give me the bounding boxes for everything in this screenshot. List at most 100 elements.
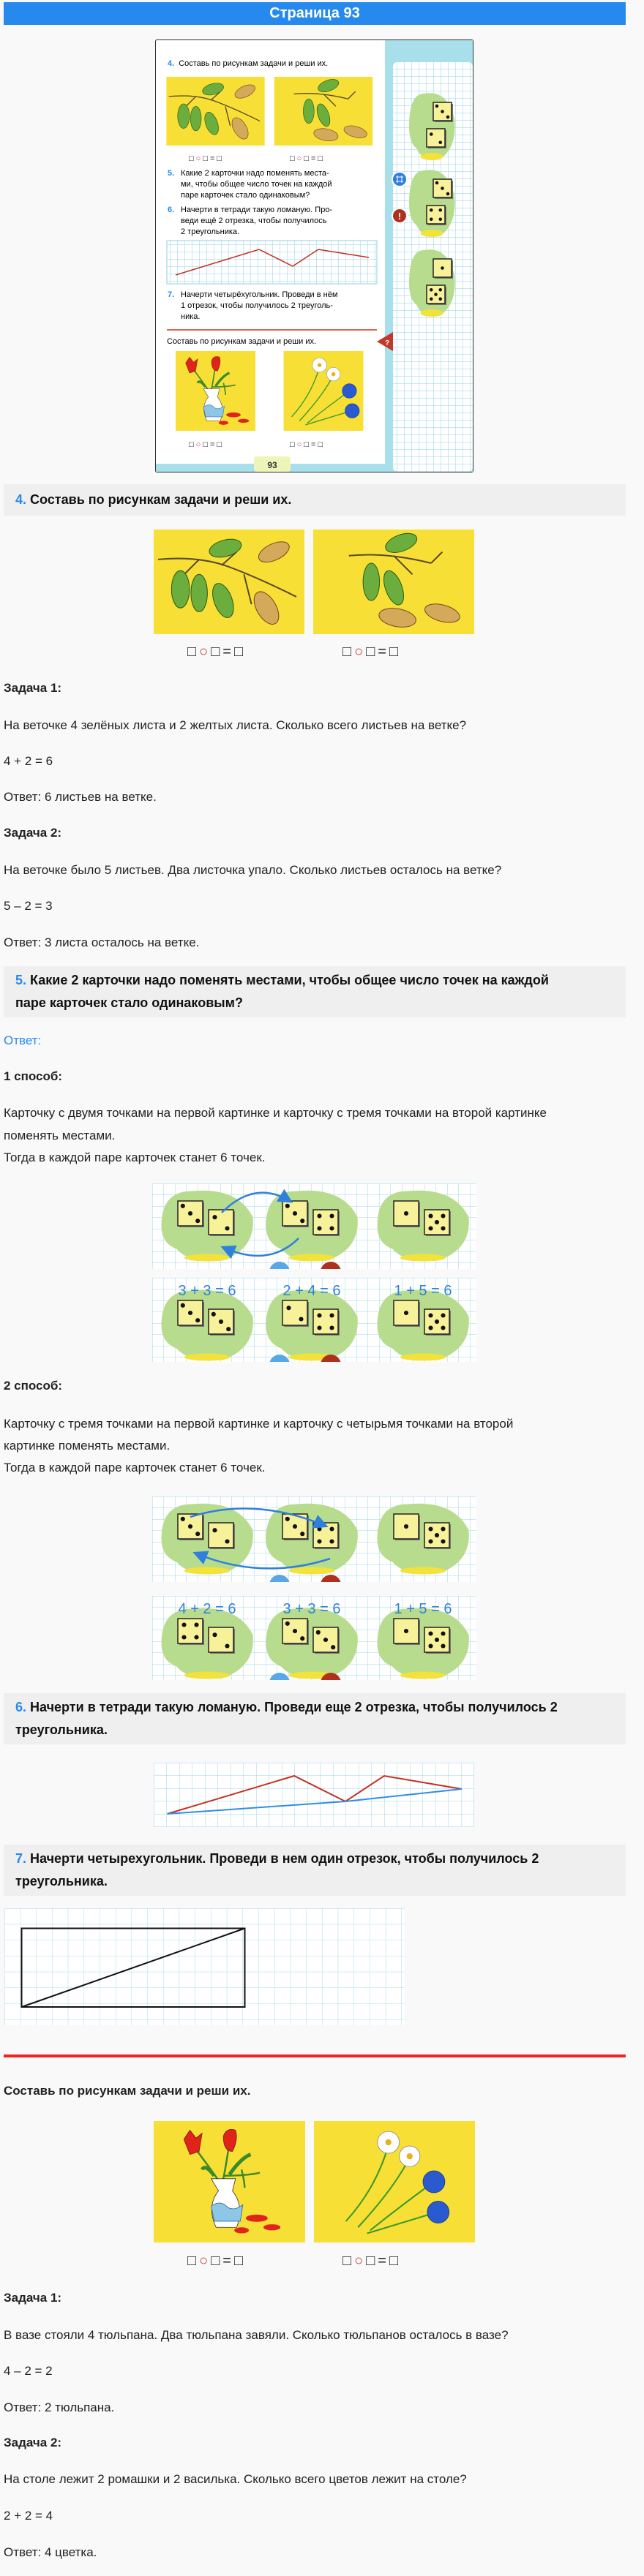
exercise-5-heading: 5. Какие 2 карточки надо поменять местам… bbox=[4, 966, 626, 1017]
dice-pip bbox=[323, 1637, 329, 1643]
dice-pip bbox=[329, 1325, 334, 1330]
section-divider bbox=[4, 2055, 626, 2057]
svg-text:93: 93 bbox=[267, 460, 277, 470]
method-text: Карточку с двумя точками на первой карти… bbox=[4, 1106, 547, 1120]
dice-pip bbox=[187, 1310, 193, 1316]
dice-pip bbox=[225, 1539, 230, 1544]
task-label: Задача 2: bbox=[4, 2436, 62, 2449]
exclamation-icon bbox=[321, 1673, 341, 1680]
svg-text:6.: 6. bbox=[168, 206, 174, 214]
pair-equation: 2 + 4 = 6 bbox=[283, 1283, 341, 1299]
svg-text:□○□=□: □ ○ □ = □ bbox=[189, 440, 222, 449]
textbook-ex4: 4. Составь по рисункам задачи и реши их. bbox=[168, 59, 328, 68]
dice-card-3 bbox=[282, 1513, 309, 1540]
task-label: Задача 2: bbox=[4, 826, 62, 840]
dice-pip bbox=[195, 1318, 201, 1323]
task-text: В вазе стояли 4 тюльпана. Два тюльпана з… bbox=[4, 2328, 509, 2342]
textbook-ex7: 7. Начерти четырёхугольник. Проведи в нё… bbox=[168, 290, 337, 321]
question-marker-icon: ? bbox=[377, 332, 393, 351]
dice-card-3 bbox=[282, 1618, 309, 1645]
grid-hint-icon bbox=[269, 1673, 290, 1680]
dice-pip bbox=[329, 1526, 334, 1532]
formula-template-4: □○□=□ bbox=[342, 2253, 402, 2269]
dice-pip bbox=[441, 1631, 446, 1636]
dice-swap-after-1: 3 + 3 = 6 2 + 4 = 6 1 + 5 = 6 bbox=[152, 1278, 476, 1362]
pair-equation: 1 + 5 = 6 bbox=[394, 1601, 452, 1617]
dice-pip bbox=[441, 1226, 446, 1231]
dice-card-1 bbox=[393, 1618, 420, 1645]
dice-card-2 bbox=[426, 128, 446, 148]
dice-card-1 bbox=[433, 258, 453, 279]
task-label: Задача 1: bbox=[4, 2291, 62, 2305]
exclamation-icon: ! bbox=[392, 208, 408, 224]
method-text: Тогда в каждой паре карточек станет 6 то… bbox=[4, 1461, 266, 1475]
dice-pip bbox=[195, 1219, 201, 1224]
dice-pip bbox=[225, 1643, 230, 1649]
exclamation-icon bbox=[321, 1355, 341, 1362]
task-text: На веточке было 5 листьев. Два листочка … bbox=[4, 863, 502, 877]
task-equation: 2 + 2 = 4 bbox=[4, 2509, 53, 2523]
dice-card-5 bbox=[424, 1627, 451, 1654]
dice-card-5 bbox=[424, 1522, 451, 1549]
exclamation-icon bbox=[321, 1575, 341, 1582]
dice-pip bbox=[187, 1210, 193, 1216]
dice-pip bbox=[435, 181, 439, 185]
polyline-drawing bbox=[154, 1763, 474, 1827]
dice-pip bbox=[300, 1636, 305, 1641]
rectangle-shape bbox=[20, 1927, 246, 2008]
svg-text:1 отрезок, чтобы получилось 2: 1 отрезок, чтобы получилось 2 треуголь- bbox=[181, 301, 333, 310]
dice-pip bbox=[428, 1539, 433, 1544]
method-label: 1 способ: bbox=[4, 1069, 63, 1083]
dice-pip bbox=[286, 1306, 291, 1311]
dice-pip bbox=[317, 1325, 322, 1330]
dice-pip bbox=[299, 1317, 304, 1322]
dice-pip bbox=[317, 1213, 322, 1219]
swap-arrow bbox=[190, 1507, 329, 1529]
formula-template-3: □○□=□ bbox=[187, 2253, 247, 2269]
answer-label: Ответ: bbox=[4, 1033, 42, 1047]
dice-pip bbox=[300, 1219, 305, 1224]
dice-pip bbox=[194, 1622, 199, 1627]
dice-pip bbox=[438, 217, 442, 221]
task-answer: Ответ: 2 тюльпана. bbox=[4, 2400, 115, 2414]
dice-pip bbox=[435, 104, 439, 108]
dice-pip bbox=[428, 1526, 433, 1532]
method-text: Тогда в каждой паре карточек станет 6 то… bbox=[4, 1150, 266, 1164]
dice-pip bbox=[329, 1213, 334, 1219]
leaves-picture-2 bbox=[313, 530, 474, 634]
dice-card-3 bbox=[177, 1513, 204, 1540]
dice-pip bbox=[212, 1632, 217, 1638]
dice-pip bbox=[180, 1516, 185, 1521]
dice-pip bbox=[292, 1628, 298, 1634]
dice-card-5 bbox=[426, 285, 446, 305]
dice-pip bbox=[212, 1215, 217, 1220]
dice-pip bbox=[438, 288, 442, 292]
dice-card-2 bbox=[208, 1627, 235, 1654]
tulips-picture bbox=[176, 351, 255, 431]
swap-arrow bbox=[192, 1551, 331, 1570]
dice-pip bbox=[329, 1539, 334, 1544]
leaves-picture-1 bbox=[154, 530, 304, 634]
dice-card-1 bbox=[393, 1200, 420, 1227]
dice-pip bbox=[434, 1219, 440, 1225]
leaves-picture-1 bbox=[166, 77, 265, 146]
method-text: картинке поменять местами. bbox=[4, 1439, 171, 1453]
dice-pip bbox=[211, 1311, 216, 1317]
dice-swap-after-2: 4 + 2 = 6 3 + 3 = 6 1 + 5 = 6 bbox=[152, 1596, 476, 1680]
dice-swap-before-1 bbox=[152, 1183, 476, 1269]
exercise-6-heading: 6. Начерти в тетради такую ломаную. Пров… bbox=[4, 1693, 626, 1744]
dice-pip bbox=[434, 1532, 440, 1538]
dice-card-3 bbox=[282, 1200, 309, 1227]
svg-text:ника.: ника. bbox=[181, 312, 200, 321]
dice-pip bbox=[285, 1516, 290, 1521]
dice-pip bbox=[441, 1325, 446, 1330]
svg-text:□○□=□: □ ○ □ = □ bbox=[290, 154, 323, 163]
dice-pip bbox=[212, 1528, 217, 1533]
textbook-ex6: 6. Начерти в тетради такую ломаную. Про-… bbox=[168, 206, 332, 236]
dice-pip bbox=[438, 140, 442, 144]
dice-pip bbox=[430, 132, 433, 136]
dice-card-3 bbox=[208, 1308, 235, 1336]
task-answer: Ответ: 3 листа осталось на ветке. bbox=[4, 935, 200, 949]
dice-pip bbox=[292, 1524, 298, 1529]
grid-hint-icon bbox=[392, 171, 408, 187]
